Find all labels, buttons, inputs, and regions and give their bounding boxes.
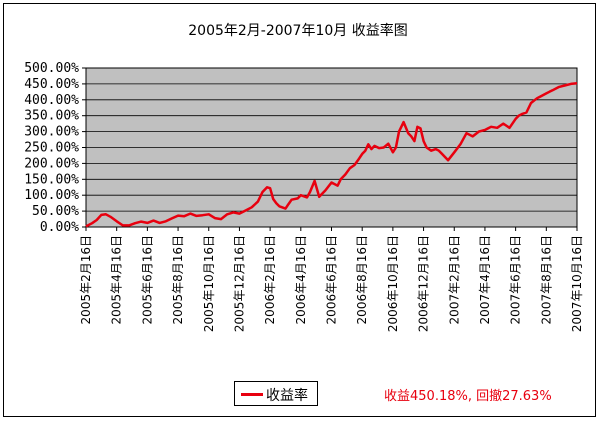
y-tick-label: 200.00% <box>24 156 79 171</box>
y-axis-tick-labels: 0.00%50.00%100.00%150.00%200.00%250.00%3… <box>24 61 79 235</box>
x-tick-label: 2005年6月16日 <box>140 235 154 324</box>
y-tick-label: 500.00% <box>24 61 79 76</box>
x-tick-label: 2006年4月16日 <box>294 235 308 324</box>
series-line-收益率 <box>85 82 578 228</box>
y-tick-label: 150.00% <box>24 172 79 187</box>
return-drawdown-summary: 收益450.18%, 回撤27.63% <box>384 389 552 404</box>
legend: 收益率 <box>234 381 318 406</box>
x-tick-label: 2007年10月16日 <box>570 235 584 332</box>
y-tick-label: 100.00% <box>24 188 79 203</box>
gridlines <box>82 67 577 228</box>
y-tick-label: 300.00% <box>24 125 79 140</box>
y-tick-label: 250.00% <box>24 141 79 156</box>
x-tick-label: 2005年8月16日 <box>171 235 185 324</box>
x-tick-label: 2007年6月16日 <box>509 235 523 324</box>
y-tick-label: 0.00% <box>40 220 79 235</box>
x-tick-label: 2007年2月16日 <box>447 235 461 324</box>
legend-swatch <box>241 393 263 396</box>
x-tick-label: 2006年2月16日 <box>263 235 277 324</box>
chart-title: 2005年2月-2007年10月 收益率图 <box>188 22 407 39</box>
x-tick-label: 2005年10月16日 <box>202 235 216 332</box>
x-tick-label: 2005年12月16日 <box>232 235 246 332</box>
x-tick-label: 2006年12月16日 <box>417 235 431 332</box>
x-tick-label: 2007年8月16日 <box>539 235 553 324</box>
x-tick-label: 2006年8月16日 <box>355 235 369 324</box>
y-tick-label: 350.00% <box>24 109 79 124</box>
y-tick-label: 400.00% <box>24 93 79 108</box>
x-tick-label: 2006年10月16日 <box>386 235 400 332</box>
x-tick-label: 2005年4月16日 <box>110 235 124 324</box>
x-tick-label: 2007年4月16日 <box>478 235 492 324</box>
x-tick-label: 2005年2月16日 <box>79 235 93 324</box>
x-tick-label: 2006年6月16日 <box>325 235 339 324</box>
y-tick-label: 450.00% <box>24 77 79 92</box>
legend-label: 收益率 <box>266 388 308 404</box>
x-axis-tick-labels: 2005年2月16日 2005年4月16日 2005年6月16日 2005年8月16日… <box>79 227 584 332</box>
y-tick-label: 50.00% <box>32 204 79 219</box>
